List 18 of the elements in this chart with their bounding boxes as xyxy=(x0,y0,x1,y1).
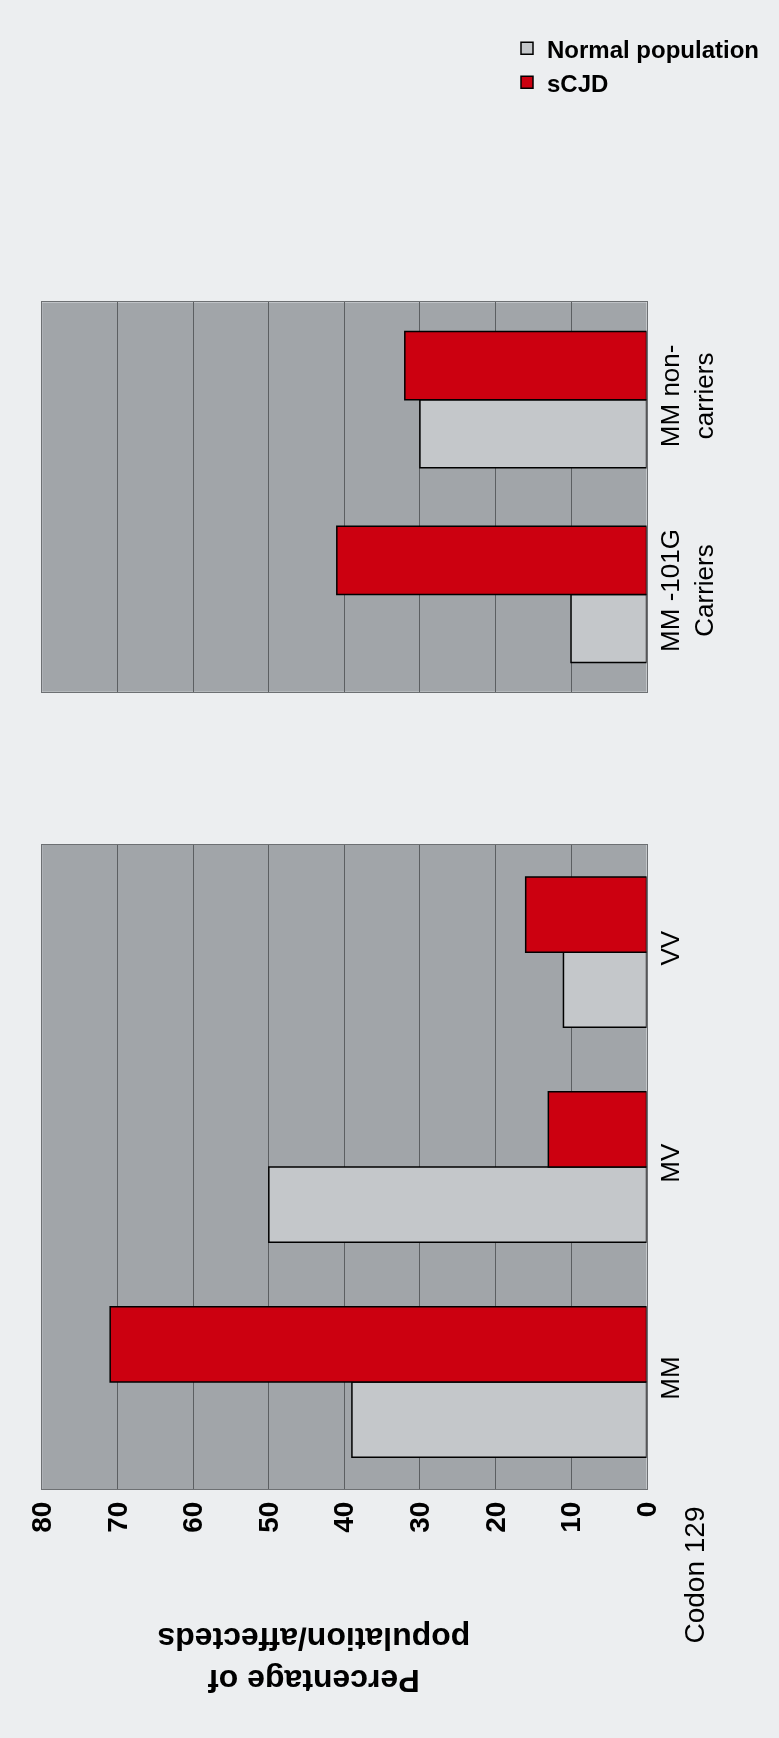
x-tick-label: 30 xyxy=(404,1501,436,1533)
y-tick-label: MV xyxy=(654,1143,685,1183)
y-tick-label: VV xyxy=(654,930,685,966)
x-tick-label: 10 xyxy=(555,1501,587,1533)
x-tick-label: 20 xyxy=(479,1501,511,1533)
x-tick-label: 80 xyxy=(26,1501,58,1533)
y-tick-label: MM xyxy=(654,1356,685,1400)
x-tick-label: 60 xyxy=(177,1501,209,1533)
legend-label: Normal population xyxy=(547,35,759,63)
y-tick-label: MM -101G Carriers xyxy=(654,529,719,652)
x-axis-title: Percentage of population/affecteds xyxy=(157,1620,471,1699)
x-tick-label: 40 xyxy=(328,1501,360,1533)
y-axis-title: Codon 129 xyxy=(678,1506,710,1644)
legend-label: sCJD xyxy=(547,69,609,97)
x-tick-label: 50 xyxy=(252,1501,284,1533)
x-tick-label: 70 xyxy=(101,1501,133,1533)
y-tick-label: MM non- carriers xyxy=(654,344,719,448)
x-tick-label: 0 xyxy=(630,1501,662,1518)
